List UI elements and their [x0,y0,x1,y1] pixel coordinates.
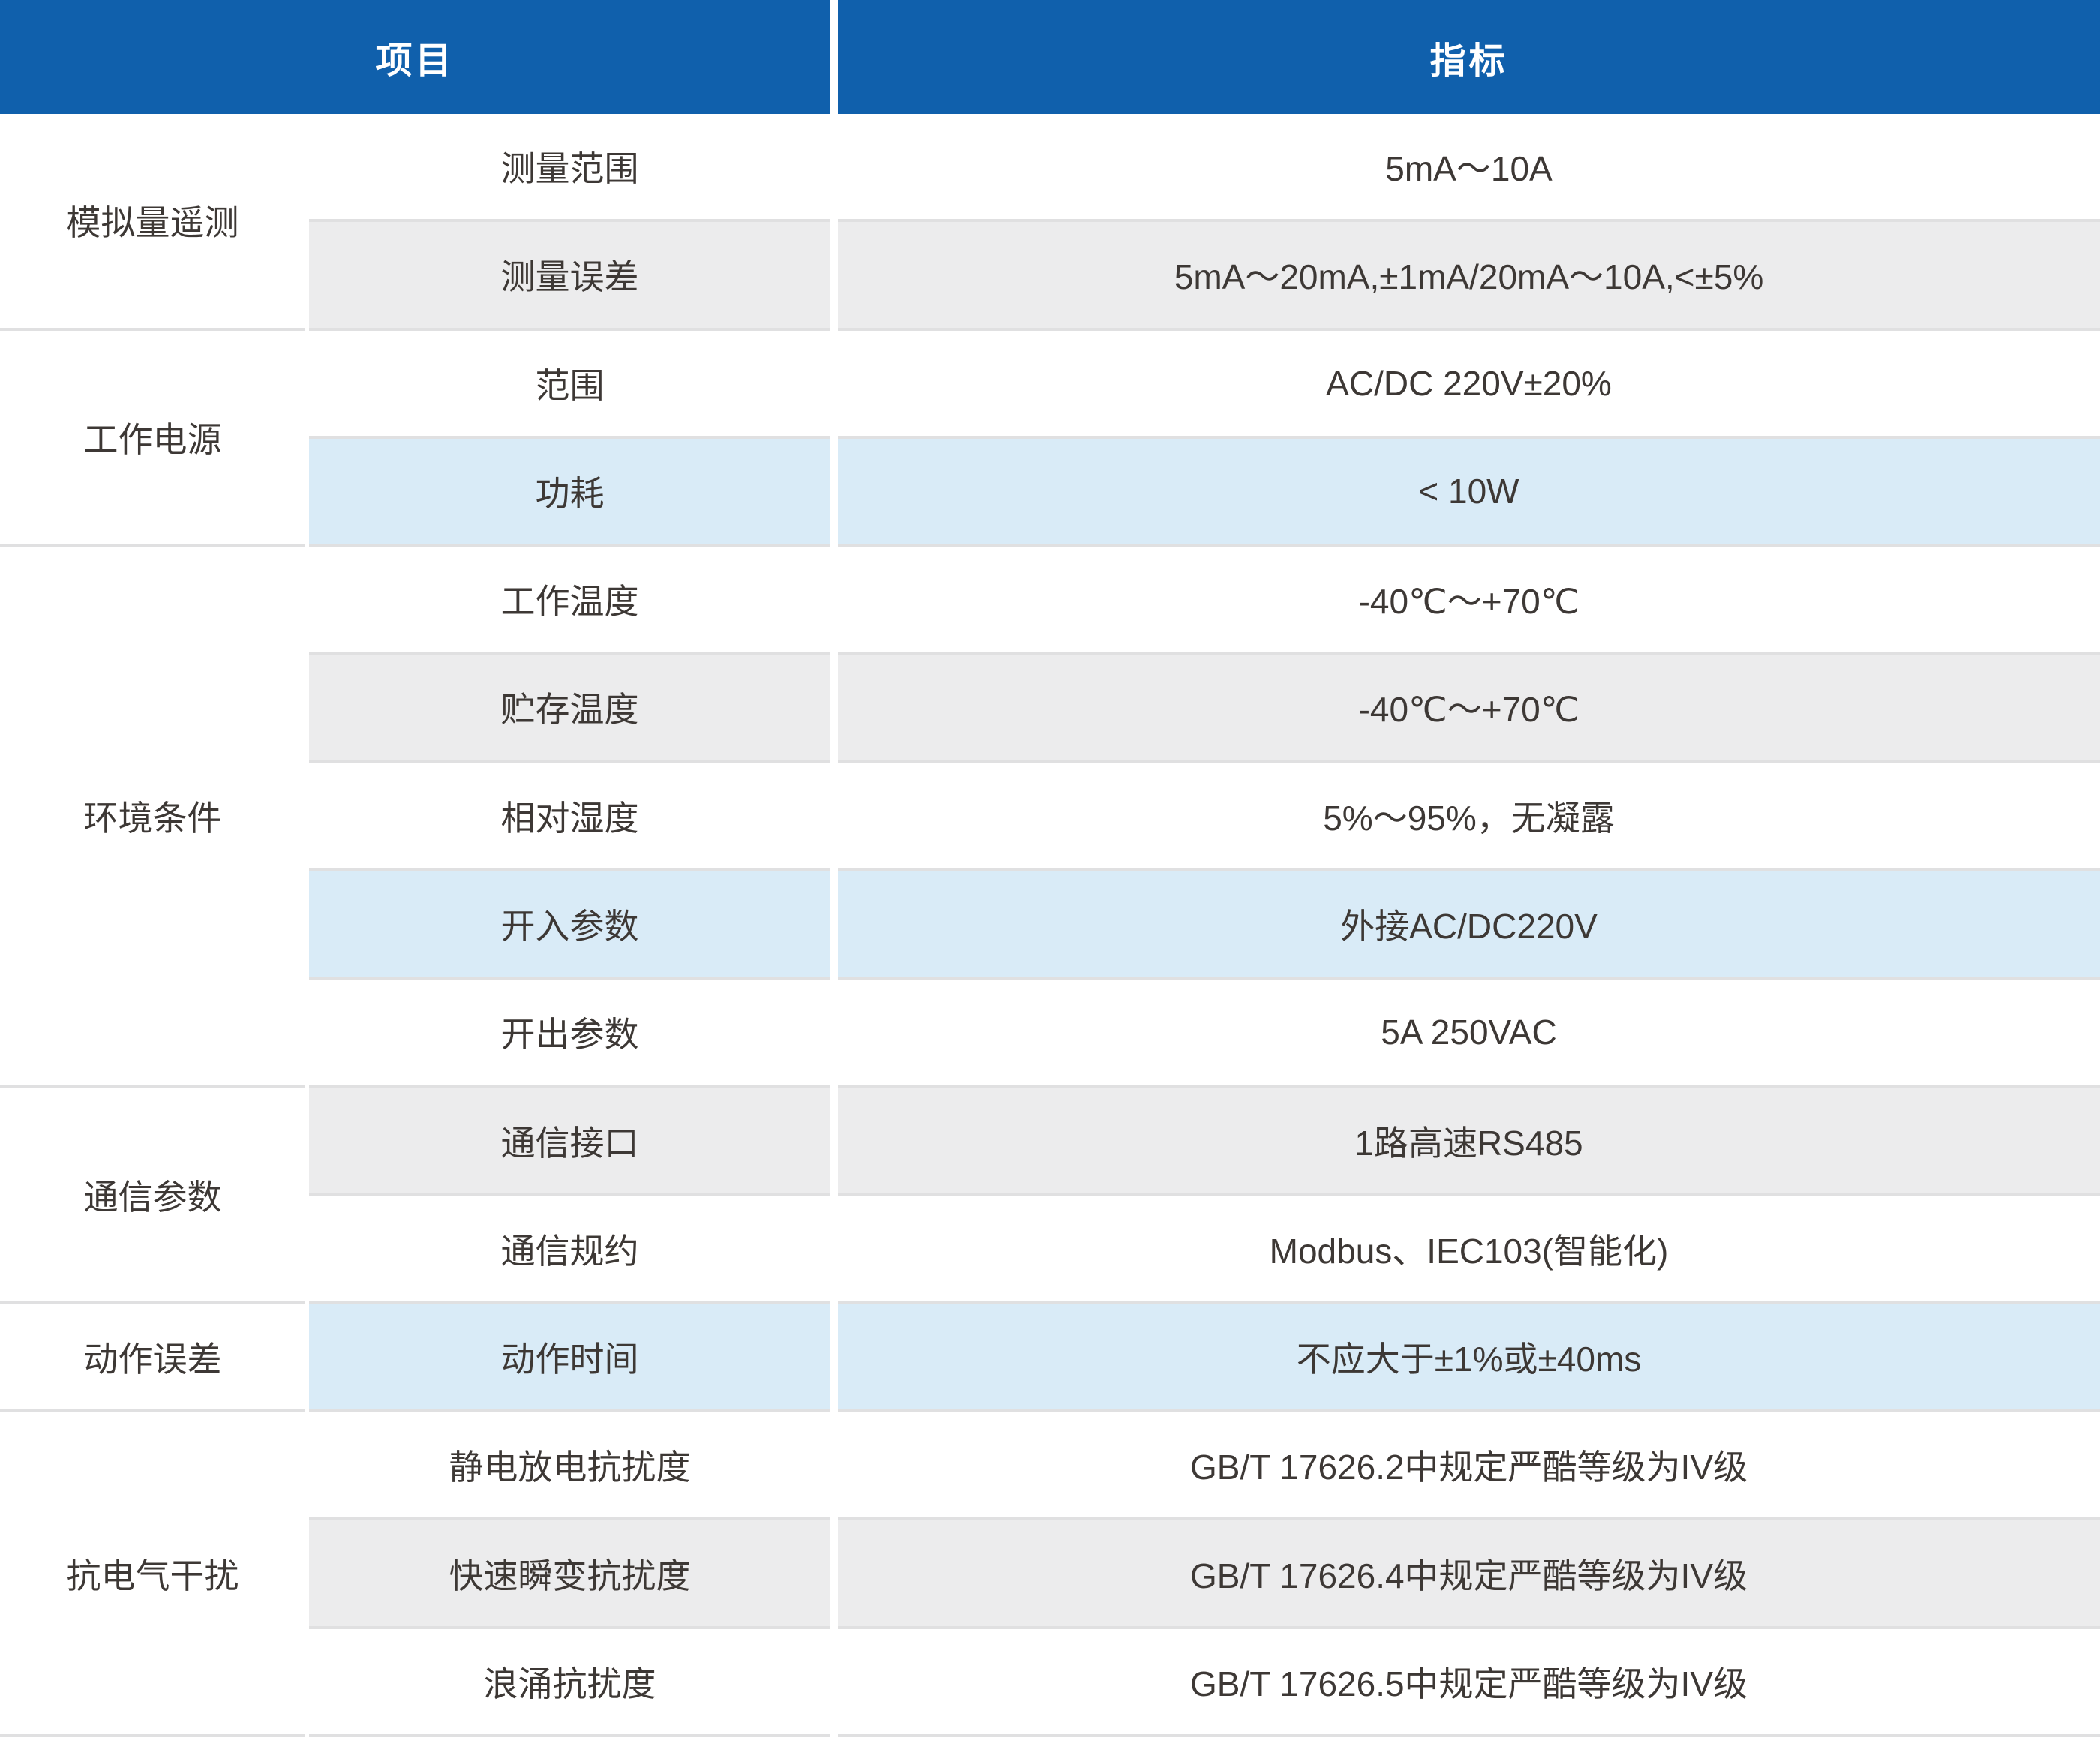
header-spec-column: 指标 [838,0,2100,114]
group-cell-communication: 通信参数 [0,1088,305,1304]
item-cell: 测量误差 [309,222,830,331]
item-cell: 开入参数 [309,871,830,980]
item-cell: 通信规约 [309,1196,830,1304]
item-cell: 测量范围 [309,114,830,223]
value-cell: 5A 250VAC [838,980,2100,1088]
value-cell: 1路高速RS485 [838,1088,2100,1196]
group-cell-action-error: 动作误差 [0,1304,305,1413]
value-cell: < 10W [838,438,2100,548]
value-cell: GB/T 17626.4中规定严酷等级为IV级 [838,1520,2100,1629]
item-cell: 范围 [309,330,830,439]
item-cell: 相对湿度 [309,763,830,872]
value-cell: 5mA～20mA,±1mA/20mA～10A,<±5% [838,222,2100,331]
group-cell-anti-interference: 抗电气干扰 [0,1412,305,1737]
value-cell: Modbus、IEC103(智能化) [838,1196,2100,1304]
value-cell: -40℃～+70℃ [838,655,2100,764]
value-cell: 外接AC/DC220V [838,871,2100,980]
value-cell: 5mA～10A [838,114,2100,223]
item-cell: 工作温度 [309,547,830,656]
header-item-column: 项目 [0,0,830,114]
item-cell: 贮存温度 [309,655,830,764]
value-cell: GB/T 17626.2中规定严酷等级为IV级 [838,1412,2100,1521]
value-cell: AC/DC 220V±20% [838,330,2100,439]
group-cell-environment: 环境条件 [0,547,305,1088]
item-cell: 动作时间 [309,1304,830,1413]
item-cell: 快速瞬变抗扰度 [309,1520,830,1629]
value-cell: 5%～95%，无凝露 [838,763,2100,872]
value-cell: GB/T 17626.5中规定严酷等级为IV级 [838,1628,2100,1737]
group-cell-working-power: 工作电源 [0,330,305,548]
value-cell: -40℃～+70℃ [838,547,2100,656]
item-cell: 功耗 [309,438,830,548]
item-cell: 静电放电抗扰度 [309,1412,830,1521]
value-cell: 不应大于±1%或±40ms [838,1304,2100,1413]
group-cell-analog-telemetry: 模拟量遥测 [0,114,305,331]
item-cell: 开出参数 [309,980,830,1088]
item-cell: 通信接口 [309,1088,830,1196]
item-cell: 浪涌抗扰度 [309,1628,830,1737]
